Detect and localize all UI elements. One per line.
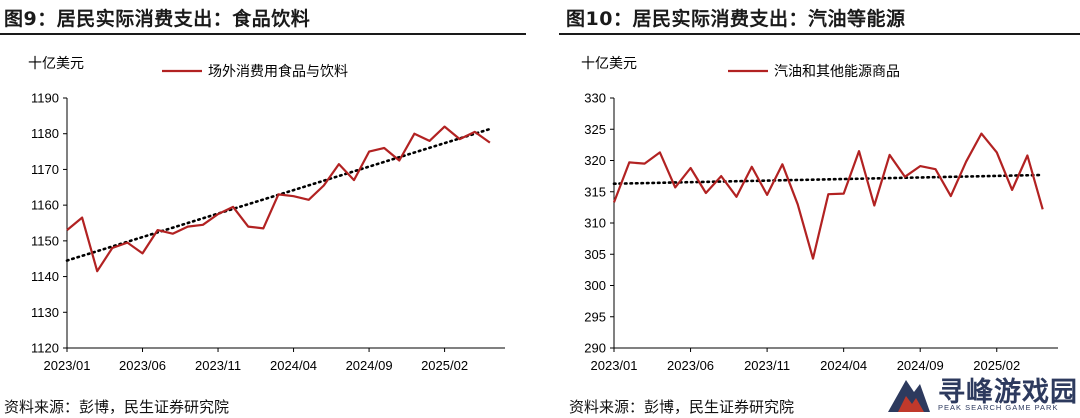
y-tick-label: 1140: [31, 269, 59, 284]
unit-label: 十亿美元: [28, 56, 84, 72]
y-tick-label: 315: [584, 184, 606, 199]
y-tick-label: 320: [584, 153, 606, 168]
y-tick-label: 290: [584, 341, 606, 356]
y-tick-label: 1150: [31, 233, 59, 248]
chart-title-food: 图9：居民实际消费支出：食品饮料: [4, 8, 311, 30]
watermark-logo: 寻峰游戏园 PEAK SEARCH GAME PARK: [888, 372, 1078, 416]
y-tick-label: 325: [584, 122, 606, 137]
chart-title-energy: 图10：居民实际消费支出：汽油等能源: [566, 8, 906, 30]
x-tick-label: 2025/02: [421, 358, 468, 373]
title-rule-right: [559, 33, 1080, 35]
x-tick-label: 2023/06: [119, 358, 166, 373]
y-tick-label: 300: [584, 278, 606, 293]
y-tick-label: 1180: [31, 126, 59, 141]
x-tick-label: 2023/11: [195, 358, 241, 373]
x-tick-label: 2023/11: [744, 358, 790, 373]
y-tick-label: 305: [584, 247, 606, 262]
mountain-icon: [888, 380, 930, 412]
series-line: [612, 132, 1044, 260]
legend-label: 场外消费用食品与饮料: [208, 63, 348, 80]
x-tick-label: 2024/04: [820, 358, 867, 373]
x-tick-label: 2023/01: [44, 358, 91, 373]
y-tick-label: 1190: [31, 91, 59, 106]
y-tick-label: 310: [584, 216, 606, 231]
food-beverage-chart: 十亿美元 1120 1130 1140 1150 1160 1170 1180 1190 2023…: [28, 56, 505, 373]
y-tick-label: 1160: [31, 198, 59, 213]
trend-line: [612, 173, 1044, 186]
x-tick-label: 2023/06: [667, 358, 714, 373]
y-tick-label: 1120: [31, 341, 59, 356]
watermark-name: 寻峰游戏园: [938, 377, 1078, 408]
x-tick-label: 2023/01: [591, 358, 638, 373]
x-tick-label: 2024/09: [897, 358, 944, 373]
legend-label: 汽油和其他能源商品: [774, 64, 900, 80]
y-tick-label: 1170: [31, 162, 59, 177]
y-tick-label: 330: [584, 91, 606, 106]
x-tick-label: 2024/04: [270, 358, 317, 373]
source-note-right: 资料来源：彭博，民生证券研究院: [569, 398, 795, 416]
y-tick-label: 295: [584, 309, 606, 324]
x-tick-label: 2025/02: [973, 358, 1020, 373]
title-rule-left: [0, 33, 526, 35]
y-tick-label: 1130: [31, 305, 59, 320]
gasoline-energy-chart: 十亿美元 290 295 300 305 310 315 320 325 330 2023/01 20…: [581, 56, 1058, 373]
x-tick-label: 2024/09: [346, 358, 393, 373]
series-line: [66, 125, 491, 273]
source-note-left: 资料来源：彭博，民生证券研究院: [4, 398, 230, 416]
watermark-subtitle: PEAK SEARCH GAME PARK: [938, 403, 1059, 412]
unit-label: 十亿美元: [581, 56, 637, 72]
